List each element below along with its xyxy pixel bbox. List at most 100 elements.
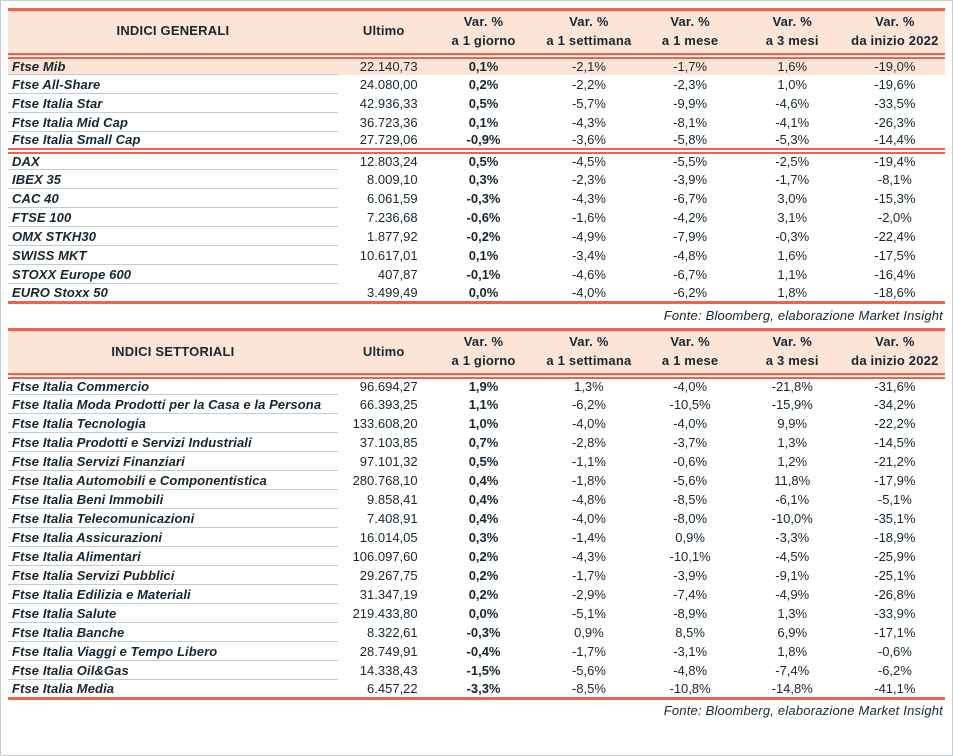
var-value-4: -14,4%: [844, 131, 945, 154]
var-value-1: -3,6%: [537, 131, 641, 154]
table-row: Ftse Italia Telecomunicazioni 7.408,91 0,4…: [8, 508, 945, 529]
col-header-line2: a 1 mese: [661, 353, 719, 369]
table-row: Ftse Italia Beni Immobili 9.858,41 0,4% -4,…: [8, 489, 945, 510]
var-value-4: -18,6%: [844, 283, 945, 305]
ultimo-value: 96.694,27: [359, 379, 418, 395]
ultimo-value: 1.877,92: [367, 228, 418, 244]
table-row: Ftse Italia Banche 8.322,61 -0,3% 0,9% 8,5% 6…: [8, 622, 945, 643]
var-value-0: 0,2%: [468, 76, 499, 92]
indici-generali-table: INDICI GENERALI Ultimo Var. % a 1 giorno V…: [8, 7, 945, 305]
var-value-4: -22,2%: [874, 415, 916, 431]
var-value-3: -21,8%: [771, 379, 813, 395]
var-value-0: 0,4%: [468, 491, 499, 507]
var-value-3: 1,1%: [777, 266, 808, 282]
var-value-0: -0,6%: [466, 209, 501, 225]
var-value-4: -17,1%: [874, 624, 916, 640]
var-value-3: -3,3%: [775, 529, 810, 545]
var-value-4: -26,3%: [874, 114, 916, 130]
var-value-2: -3,1%: [673, 643, 708, 659]
var-value-1: 0,9%: [574, 624, 604, 640]
col-header-line1: Var. %: [875, 14, 915, 29]
var-value-2: -10,5%: [669, 396, 711, 412]
var-value-4: -31,6%: [874, 379, 916, 395]
var-value-2: 0,9%: [675, 529, 705, 545]
var-value-4: -17,9%: [874, 472, 916, 488]
var-value-4: -17,5%: [874, 247, 916, 263]
var-value-0: 0,4%: [468, 510, 499, 526]
col-header-var-3: Var. % a 3 mesi: [739, 328, 845, 379]
var-value-2: -7,4%: [673, 586, 708, 602]
header-row: INDICI GENERALI Ultimo Var. % a 1 giorno V…: [8, 7, 945, 59]
table-row: EURO Stoxx 50 3.499,49 0,0% -4,0% -6,2% 1,8% -…: [8, 283, 945, 305]
ultimo-value: 42.936,33: [359, 95, 418, 111]
var-value-3: 1,3%: [777, 434, 808, 450]
index-name: Ftse Italia Salute: [8, 603, 338, 624]
var-value-2: -6,2%: [640, 283, 740, 305]
var-value-3: -4,1%: [775, 114, 810, 130]
var-value-3: -4,5%: [775, 548, 810, 564]
table-row: Ftse Italia Moda Prodotti per la Casa e …: [8, 394, 945, 415]
var-value-2: -4,2%: [673, 209, 708, 225]
var-value-3: 3,0%: [777, 190, 808, 206]
var-value-2: -1,7%: [640, 55, 740, 75]
col-header-line2: a 3 mesi: [765, 32, 819, 48]
col-header-var-0: Var. % a 1 giorno: [429, 7, 538, 59]
index-name: Ftse All-Share: [8, 74, 338, 95]
col-header-ultimo: Ultimo: [337, 328, 430, 379]
var-value-3: 1,2%: [777, 453, 808, 469]
var-value-3: 11,8%: [774, 472, 811, 488]
col-header-line2: a 1 settimana: [546, 353, 632, 369]
var-value-3: 1,3%: [777, 605, 808, 621]
ultimo-value: 14.338,43: [359, 662, 418, 678]
var-value-0: 0,2%: [468, 567, 499, 583]
ultimo-value: 280.768,10: [352, 472, 418, 488]
ultimo-value: 27.729,06: [337, 131, 430, 154]
var-value-4: -33,5%: [874, 95, 916, 111]
table-row: Ftse Italia Prodotti e Servizi Industria…: [8, 432, 945, 453]
col-header-var-1: Var. % a 1 settimana: [537, 328, 641, 379]
var-value-2: -4,0%: [673, 415, 708, 431]
var-value-2: -6,7%: [673, 190, 708, 206]
table-row: Ftse Italia Commercio 96.694,27 1,9% 1,3% -4…: [8, 375, 945, 396]
index-name: Ftse Italia Servizi Finanziari: [8, 451, 338, 472]
var-value-2: -3,7%: [673, 434, 708, 450]
source-note: Fonte: Bloomberg, elaborazione Market In…: [663, 703, 943, 719]
var-value-4: -5,1%: [877, 491, 912, 507]
var-value-2: -7,9%: [673, 228, 708, 244]
var-value-0: -0,4%: [466, 643, 501, 659]
col-header-line1: Var. %: [569, 14, 609, 29]
var-value-4: -25,1%: [874, 567, 916, 583]
ultimo-value: 9.858,41: [367, 491, 418, 507]
source-note: Fonte: Bloomberg, elaborazione Market In…: [663, 308, 943, 324]
col-header-ultimo: Ultimo: [337, 7, 430, 59]
ultimo-value: 37.103,85: [359, 434, 418, 450]
col-header-var-3: Var. % a 3 mesi: [739, 7, 845, 59]
index-name: DAX: [8, 150, 338, 171]
ultimo-value: 22.140,73: [337, 55, 430, 75]
var-value-1: -4,3%: [571, 114, 606, 130]
var-value-2: -0,6%: [673, 453, 708, 469]
table-row: OMX STKH30 1.877,92 -0,2% -4,9% -7,9% -0,3% -2…: [8, 226, 945, 247]
var-value-1: -4,9%: [571, 228, 606, 244]
var-value-2: -2,3%: [673, 76, 708, 92]
ultimo-value: 6.457,22: [337, 679, 430, 701]
col-header-line1: Var. %: [772, 14, 812, 29]
var-value-2: -8,1%: [673, 114, 708, 130]
var-value-0: 1,9%: [468, 379, 499, 395]
var-value-2: -5,5%: [673, 154, 708, 170]
var-value-2: 8,5%: [675, 624, 705, 640]
table-row: Ftse Italia Servizi Pubblici 29.267,75 0,2…: [8, 565, 945, 586]
col-header-var-2: Var. % a 1 mese: [640, 7, 740, 59]
var-value-4: -21,2%: [874, 453, 916, 469]
var-value-0: 0,5%: [468, 154, 499, 170]
var-value-3: 1,0%: [777, 76, 808, 92]
var-value-4: -2,0%: [877, 209, 912, 225]
var-value-1: -4,5%: [571, 154, 606, 170]
ultimo-value: 6.061,59: [367, 190, 418, 206]
ultimo-value: 7.408,91: [367, 510, 418, 526]
var-value-3: -1,7%: [775, 171, 810, 187]
var-value-0: 0,1%: [468, 114, 499, 130]
table-row: Ftse Italia Assicurazioni 16.014,05 0,3% -1…: [8, 527, 945, 548]
var-value-4: -8,1%: [877, 171, 912, 187]
var-value-3: 6,9%: [777, 624, 808, 640]
